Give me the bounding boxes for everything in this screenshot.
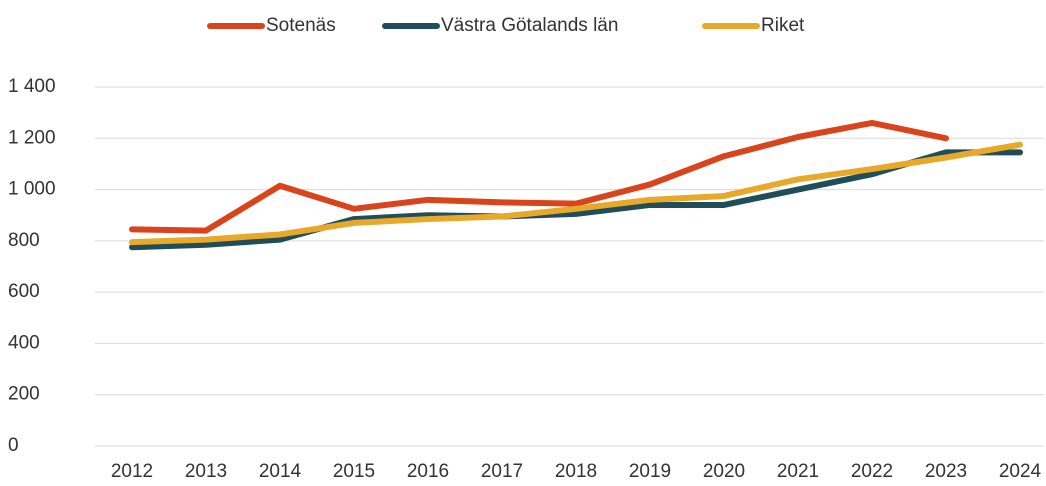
legend-label: Riket — [761, 15, 805, 36]
legend-label: Sotenäs — [266, 15, 336, 36]
x-tick-label: 2020 — [703, 461, 745, 482]
series-line — [129, 141, 1023, 246]
x-tick-label: 2015 — [333, 461, 375, 482]
series-line — [129, 149, 1023, 251]
y-tick-label: 1 000 — [8, 179, 56, 200]
series-line — [129, 119, 949, 234]
y-tick-label: 200 — [8, 384, 40, 405]
x-tick-label: 2018 — [555, 461, 597, 482]
y-tick-label: 1 400 — [8, 76, 56, 97]
y-tick-label: 600 — [8, 281, 40, 302]
x-tick-label: 2016 — [407, 461, 449, 482]
x-tick-label: 2017 — [481, 461, 523, 482]
y-tick-label: 800 — [8, 230, 40, 251]
x-tick-label: 2019 — [629, 461, 671, 482]
x-tick-label: 2023 — [925, 461, 967, 482]
x-tick-label: 2012 — [111, 461, 153, 482]
y-tick-label: 1 200 — [8, 127, 56, 148]
x-tick-label: 2024 — [999, 461, 1042, 482]
y-tick-label: 0 — [8, 435, 19, 456]
y-tick-label: 400 — [8, 332, 40, 353]
x-tick-label: 2013 — [185, 461, 227, 482]
x-tick-label: 2021 — [777, 461, 819, 482]
legend-label: Västra Götalands län — [441, 15, 618, 36]
x-tick-label: 2014 — [259, 461, 302, 482]
x-tick-label: 2022 — [851, 461, 893, 482]
